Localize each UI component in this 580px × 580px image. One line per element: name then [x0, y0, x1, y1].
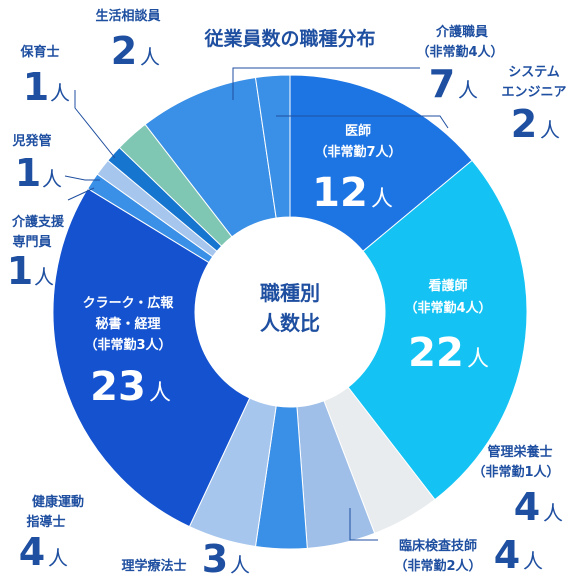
- label-doctor-value: 12: [312, 170, 368, 216]
- chart-title: 従業員数の職種分布: [203, 27, 375, 50]
- leader-line-jihatsukan: [64, 175, 100, 181]
- label-hoikushi: 保育士 1 人: [19, 44, 70, 109]
- label-hoikushi-name: 保育士: [19, 44, 59, 60]
- label-caremanager: 介護支援 専門員 1 人: [7, 214, 65, 293]
- label-doctor-unit: 人: [371, 187, 393, 212]
- label-pt-unit: 人: [230, 553, 250, 577]
- label-clerk-name-1: クラーク・広報: [83, 295, 175, 311]
- label-se-name-1: システム: [508, 65, 560, 80]
- label-jihatsukan-name: 児発管: [11, 133, 51, 149]
- leader-line-lab: [349, 508, 378, 541]
- pie-slice-6: [52, 187, 251, 528]
- label-lab-value: 4: [494, 533, 520, 577]
- leader-line-se: [276, 115, 449, 129]
- label-dietitian: 管理栄養士 （非常勤1人） 4 人: [472, 444, 563, 529]
- label-lab-name: 臨床検査技師: [399, 538, 477, 554]
- label-doctor: 医師 （非常勤7人） 12 人: [312, 123, 401, 216]
- label-pt-name: 理学療法士: [121, 558, 186, 574]
- label-nurse-unit: 人: [467, 347, 489, 372]
- label-lab-note: （非常勤2人）: [394, 558, 481, 574]
- label-clerk-unit: 人: [149, 381, 171, 406]
- leader-line-hoikushi: [74, 90, 116, 159]
- label-exercise: 健康運動 指導士 4 人: [19, 494, 84, 574]
- label-jihatsukan-value: 1: [15, 151, 41, 195]
- label-jihatsukan-unit: 人: [42, 167, 62, 191]
- pie-slice-1: [347, 159, 528, 501]
- label-caremanager-value: 1: [7, 249, 33, 293]
- label-dietitian-name: 管理栄養士: [487, 444, 552, 460]
- label-nurse: 看護師 （非常勤4人） 22 人: [404, 278, 491, 376]
- label-soudanin-value: 2: [111, 29, 137, 73]
- label-caremanager-name-1: 介護支援: [11, 214, 65, 230]
- label-exercise-name-2: 指導士: [26, 514, 65, 530]
- label-se-value: 2: [511, 102, 537, 146]
- label-exercise-unit: 人: [48, 546, 68, 570]
- label-exercise-name-1: 健康運動: [32, 494, 84, 510]
- label-pt: 理学療法士 3 人: [121, 537, 250, 580]
- center-label-line2: 人数比: [260, 311, 320, 335]
- label-kaigo-note: （非常勤4人）: [416, 44, 503, 60]
- label-soudanin-unit: 人: [140, 45, 160, 69]
- label-caremanager-name-2: 専門員: [12, 234, 51, 250]
- label-kaigo-name: 介護職員: [435, 24, 488, 40]
- label-clerk-name-2: 秘書・経理: [95, 316, 160, 332]
- label-clerk-value: 23: [90, 364, 146, 410]
- label-pt-value: 3: [202, 537, 228, 580]
- label-kaigo-unit: 人: [458, 78, 478, 102]
- pie-slice-12: [254, 74, 291, 219]
- label-hoikushi-value: 1: [23, 65, 49, 109]
- label-hoikushi-unit: 人: [50, 81, 70, 105]
- label-nurse-note: （非常勤4人）: [404, 300, 491, 316]
- label-caremanager-unit: 人: [34, 265, 54, 289]
- label-soudanin-name: 生活相談員: [95, 8, 160, 24]
- label-se: システム エンジニア 2 人: [501, 65, 566, 146]
- label-clerk-note: （非常勤3人）: [84, 337, 171, 353]
- label-kaigo: 介護職員 （非常勤4人） 7 人: [416, 24, 503, 106]
- label-se-unit: 人: [540, 118, 560, 142]
- label-lab-unit: 人: [523, 549, 543, 573]
- label-dietitian-note: （非常勤1人）: [472, 464, 559, 480]
- label-jihatsukan: 児発管 1 人: [11, 133, 62, 195]
- center-label-line1: 職種別: [260, 281, 320, 305]
- label-exercise-value: 4: [19, 530, 45, 574]
- label-nurse-name: 看護師: [428, 278, 467, 294]
- label-doctor-name: 医師: [345, 123, 371, 139]
- label-dietitian-value: 4: [514, 485, 540, 529]
- label-doctor-note: （非常勤7人）: [314, 144, 401, 160]
- label-clerk: クラーク・広報 秘書・経理 （非常勤3人） 23 人: [83, 295, 175, 410]
- leader-lines: [64, 67, 449, 541]
- pie-slice-0: [289, 74, 473, 252]
- leader-line-caremanager: [67, 187, 95, 201]
- label-soudanin: 生活相談員 2 人: [95, 8, 160, 73]
- label-dietitian-unit: 人: [543, 501, 563, 525]
- label-se-name-2: エンジニア: [501, 85, 566, 100]
- label-lab: 臨床検査技師 （非常勤2人） 4 人: [394, 533, 543, 577]
- label-kaigo-value: 7: [429, 62, 455, 106]
- label-nurse-value: 22: [408, 330, 464, 376]
- leader-line-kaigo: [232, 67, 420, 100]
